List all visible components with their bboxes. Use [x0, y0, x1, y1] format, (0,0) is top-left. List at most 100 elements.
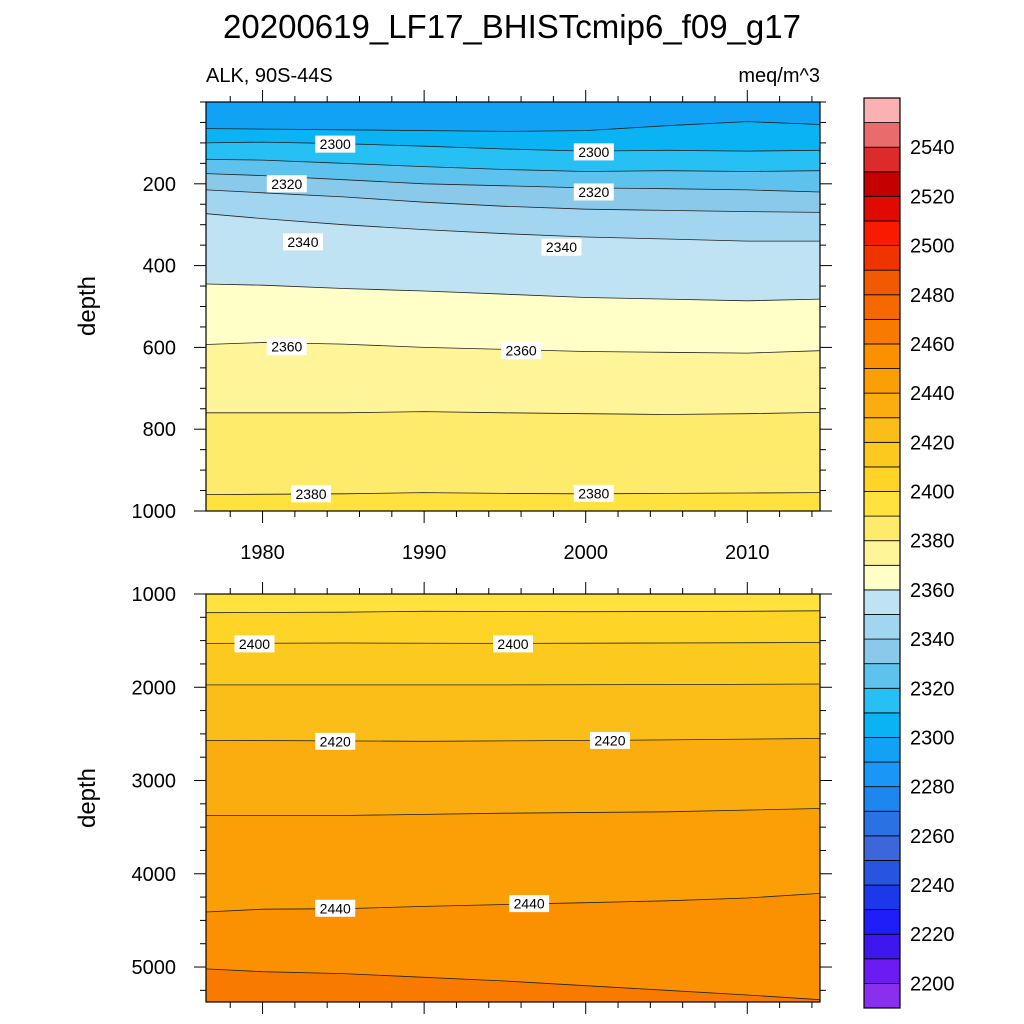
upper-contour-label: 2300 — [320, 136, 351, 152]
colorbar-swatch-2250 — [863, 835, 901, 861]
colorbar-swatch-2390 — [863, 491, 901, 517]
upper-contour-label-bg — [282, 233, 323, 251]
colorbar-swatch-2420 — [863, 417, 901, 443]
colorbar-swatch-2510 — [863, 195, 901, 222]
colorbar-swatch-2530 — [863, 146, 901, 173]
colorbar-swatch-2540 — [863, 122, 901, 148]
colorbar-swatch-2310 — [863, 687, 901, 714]
upper-contour-label-bg — [315, 135, 356, 153]
subtitle-right: meq/m^3 — [738, 65, 820, 87]
colorbar-label: 2500 — [910, 236, 955, 258]
upper-xtick-label: 1980 — [240, 542, 285, 564]
upper-contour-label-bg — [501, 342, 542, 360]
colorbar-swatch-2480 — [863, 269, 901, 296]
upper-fill-group — [206, 102, 820, 511]
upper-contour-label-bg — [573, 183, 614, 201]
upper-ytick-label: 200 — [143, 174, 176, 196]
upper-contour-2350 — [206, 283, 820, 302]
upper-contour-label-bg — [266, 338, 307, 356]
colorbar-label: 2540 — [910, 137, 955, 159]
lower-ytick-label: 2000 — [132, 677, 177, 699]
colorbar-swatch-2360 — [863, 564, 901, 591]
lower-frame — [205, 593, 821, 1003]
colorbar-swatch-2220 — [863, 909, 901, 935]
upper-contour-label: 2320 — [271, 176, 302, 192]
colorbar-label: 2400 — [910, 482, 955, 504]
colorbar-swatch-2320 — [863, 663, 901, 689]
colorbar-label: 2520 — [910, 186, 955, 208]
colorbar-swatch-2380 — [863, 515, 901, 542]
upper-contour-label-bg — [573, 484, 614, 502]
colorbar-label: 2480 — [910, 285, 955, 307]
lower-contour-label-bg — [315, 732, 356, 750]
lower-contour-label: 2420 — [320, 733, 351, 749]
colorbar-swatch-2280 — [863, 761, 901, 788]
colorbar-label: 2200 — [910, 973, 955, 995]
colorbar-swatch-2440 — [863, 368, 901, 394]
upper-xtick-label: 2010 — [725, 542, 770, 564]
colorbar-swatch-2270 — [863, 786, 901, 812]
lower-ytick-label: 4000 — [132, 864, 177, 886]
lower-contour-label-bg — [509, 895, 550, 913]
upper-contour-label-bg — [291, 485, 332, 503]
colorbar-label: 2300 — [910, 727, 955, 749]
upper-band-2290 — [206, 102, 820, 132]
upper-contour-label: 2320 — [578, 184, 609, 200]
upper-contour-2340 — [206, 213, 820, 242]
lower-contour-label-bg — [315, 899, 356, 917]
colorbar-swatch-2460 — [863, 318, 901, 345]
upper-panel: 2300 2300 2320 2320 2340 2340 2360 2360 2380 2380… — [74, 90, 832, 564]
lower-ylabel: depth — [74, 768, 101, 828]
colorbar-label: 2420 — [910, 432, 955, 454]
lower-ytick-label: 3000 — [132, 771, 177, 793]
colorbar-label: 2380 — [910, 531, 955, 553]
colorbar-swatch-2350 — [863, 589, 901, 615]
upper-contour-label: 2360 — [506, 343, 537, 359]
upper-contour-2330 — [206, 189, 820, 213]
colorbar-swatch-2300 — [863, 712, 901, 738]
colorbar-swatch-2410 — [863, 441, 901, 468]
lower-panel: 2400 2400 2420 2420 2440 2440 1000 2000 3000 4000… — [74, 582, 832, 1014]
lower-contour-label: 2400 — [497, 636, 528, 652]
upper-xtick-label: 1990 — [402, 542, 447, 564]
colorbar-label: 2320 — [910, 678, 955, 700]
colorbar-swatch-2240 — [863, 860, 901, 886]
upper-contour-label: 2380 — [578, 485, 609, 501]
chart-title: 20200619_LF17_BHISTcmip6_f09_g17 — [223, 8, 801, 45]
colorbar-swatch-2490 — [863, 245, 901, 271]
colorbar-label: 2220 — [910, 924, 955, 946]
lower-contour-2410 — [206, 683, 820, 686]
colorbar-swatch-2470 — [863, 294, 901, 320]
lower-ytick-label: 5000 — [132, 957, 177, 979]
lower-contour-2440 — [206, 893, 820, 913]
colorbar-swatch-2450 — [863, 343, 901, 369]
lower-contour-label-bg — [493, 635, 533, 653]
upper-contour-2290 — [206, 121, 820, 132]
colorbar-swatch-2200 — [863, 958, 901, 984]
upper-contour-label: 2360 — [271, 339, 302, 355]
colorbar-swatch-2520 — [863, 171, 901, 197]
colorbar-swatch-2190 — [863, 983, 901, 1009]
colorbar-label: 2440 — [910, 383, 955, 405]
upper-contour-2370 — [206, 411, 820, 415]
lower-fill-group — [206, 594, 820, 1002]
upper-ytick-label: 600 — [143, 337, 176, 359]
lower-contour-2430 — [206, 808, 820, 816]
colorbar-swatch-2500 — [863, 220, 901, 246]
lower-contour-2450 — [206, 968, 820, 1001]
upper-contour-label: 2300 — [578, 144, 609, 160]
lower-ytick-label: 1000 — [132, 584, 177, 606]
upper-contour-label-bg — [541, 238, 582, 256]
colorbar-swatch-2210 — [863, 933, 901, 960]
lower-band-2390 — [206, 594, 820, 613]
colorbar-label: 2260 — [910, 826, 955, 848]
upper-contour-label-bg — [266, 175, 307, 193]
upper-ytick-label: 400 — [143, 256, 176, 278]
upper-contour-label-bg — [573, 143, 614, 161]
colorbar: 2200 2220 2240 2260 2280 2300 2320 2340 2360 2380… — [863, 97, 955, 1009]
colorbar-swatch-2290 — [863, 737, 901, 763]
upper-xtick-label: 2000 — [563, 542, 608, 564]
subtitle-left: ALK, 90S-44S — [206, 65, 333, 87]
lower-contour-label: 2420 — [594, 732, 625, 748]
upper-contour-2380 — [206, 492, 820, 495]
